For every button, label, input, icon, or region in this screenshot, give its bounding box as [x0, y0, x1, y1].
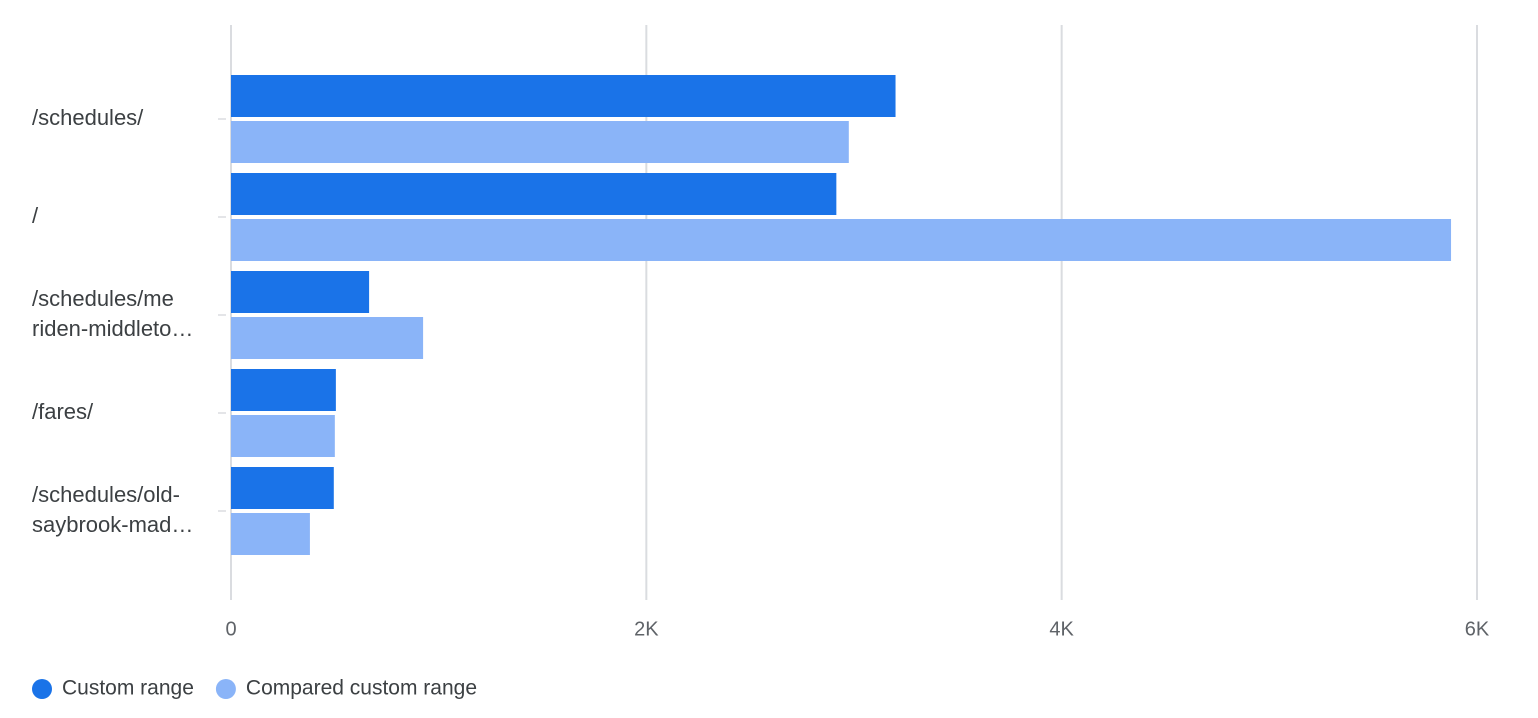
bar-compared-custom-range[interactable] [231, 121, 849, 163]
x-axis-tick-labels: 0 2K 4K 6K [225, 618, 1489, 640]
category-labels: /schedules/ / /schedules/me riden-middleto…… [32, 105, 226, 537]
bar-custom-range[interactable] [231, 369, 336, 411]
category-label: /schedules/ [32, 105, 144, 130]
x-tick-label: 6K [1465, 618, 1490, 640]
category-label: / [32, 203, 39, 228]
bar-custom-range[interactable] [231, 75, 896, 117]
category-label: /fares/ [32, 399, 94, 424]
bar-compared-custom-range[interactable] [231, 317, 424, 359]
legend-label[interactable]: Compared custom range [246, 677, 477, 700]
x-tick-label: 4K [1049, 618, 1074, 640]
legend-swatch [215, 679, 236, 699]
x-tick-label: 2K [634, 618, 659, 640]
legend: Custom range Compared custom range [32, 677, 477, 700]
category-label: /schedules/old- [32, 482, 180, 507]
bar-compared-custom-range[interactable] [231, 415, 335, 457]
bar-custom-range[interactable] [231, 271, 370, 313]
category-label: /schedules/me [32, 286, 174, 311]
category-label: saybrook-mad… [32, 512, 193, 537]
bar-compared-custom-range[interactable] [231, 219, 1452, 261]
bar-compared-custom-range[interactable] [231, 513, 310, 555]
category-label: riden-middleto… [32, 316, 193, 341]
bar-custom-range[interactable] [231, 467, 334, 509]
x-tick-label: 0 [225, 618, 236, 640]
bar-layer [231, 75, 1452, 555]
legend-swatch [32, 679, 52, 699]
legend-label[interactable]: Custom range [62, 677, 194, 700]
bar-custom-range[interactable] [231, 173, 837, 215]
